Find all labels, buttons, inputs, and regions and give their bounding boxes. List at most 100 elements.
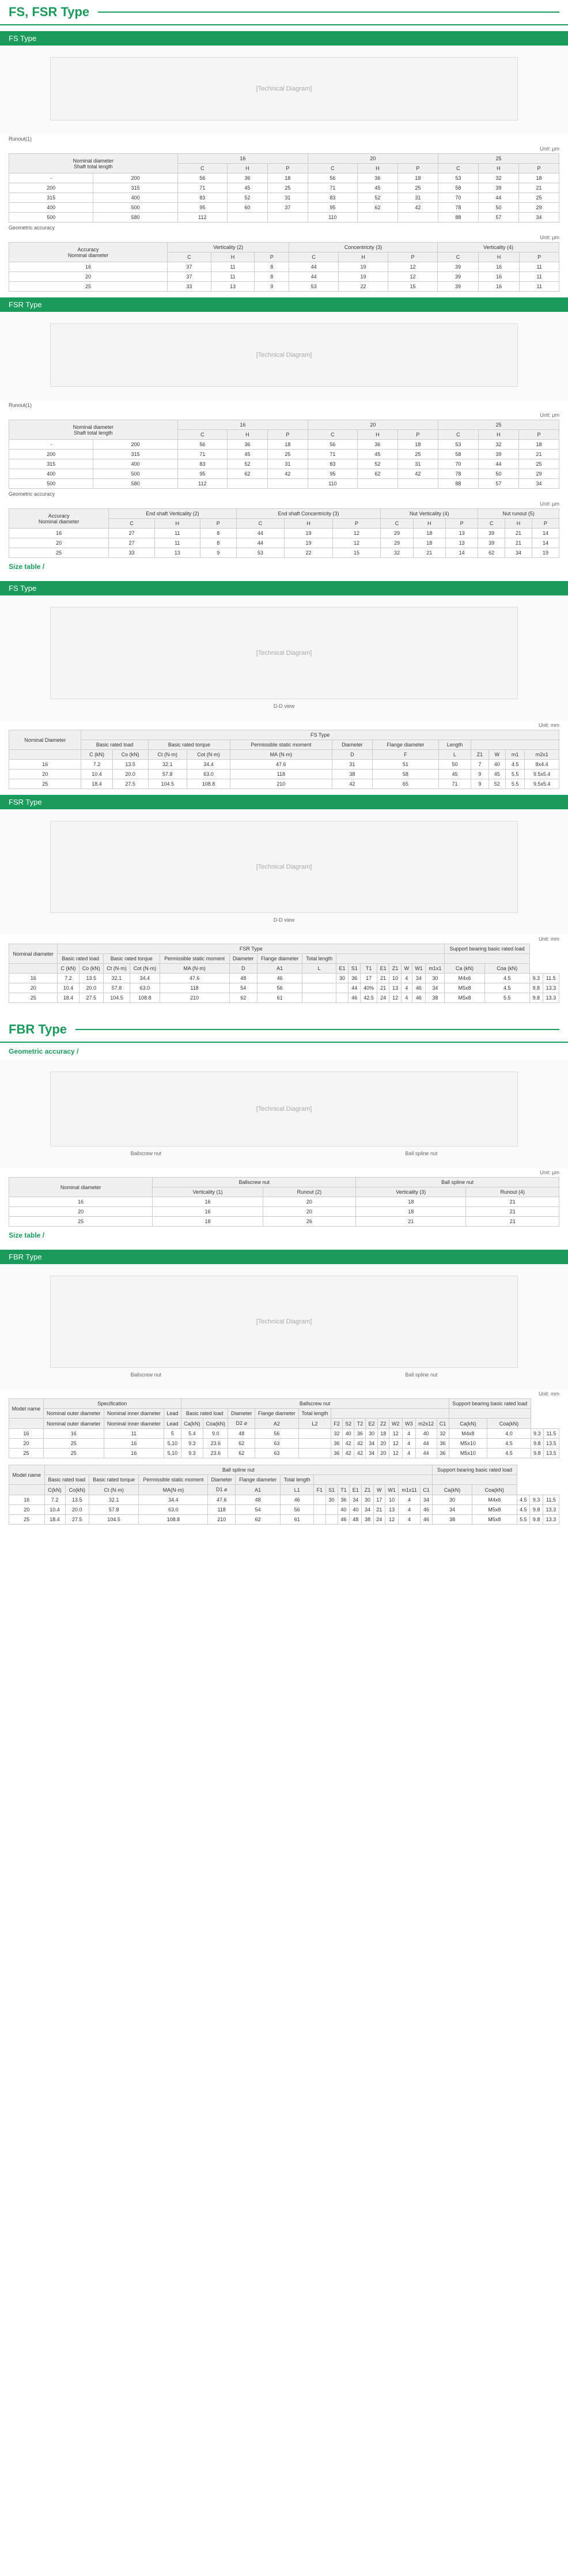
cell: 9.8 xyxy=(530,1515,543,1525)
cell: 20 xyxy=(263,1207,356,1217)
cell: 13.3 xyxy=(543,1505,559,1515)
cell: 25 xyxy=(9,548,109,558)
cell: 19 xyxy=(285,538,333,548)
th: Lead xyxy=(164,1419,181,1429)
cell: 34 xyxy=(366,1439,377,1449)
ballspline-label: Ball spline nut xyxy=(405,1151,437,1156)
cell: 24 xyxy=(377,993,389,1003)
th: Verticality (3) xyxy=(356,1187,466,1197)
cell: 104.5 xyxy=(103,993,130,1003)
cell: 58 xyxy=(373,770,439,779)
cell: 62 xyxy=(228,1439,255,1449)
cell: 37 xyxy=(168,262,211,272)
th: C xyxy=(177,164,227,174)
cell: 71 xyxy=(438,779,471,789)
cell: 16 xyxy=(479,282,520,292)
th: D xyxy=(229,964,257,974)
th: W2 xyxy=(389,1419,402,1429)
cell: 56 xyxy=(281,1505,314,1515)
cell: 44 xyxy=(236,538,285,548)
cell: 71 xyxy=(308,183,357,193)
cell: 52 xyxy=(489,779,505,789)
cell: 12 xyxy=(389,1449,402,1458)
cell: 83 xyxy=(177,459,227,469)
cell: 10.4 xyxy=(44,1505,65,1515)
cell: 21 xyxy=(377,974,389,983)
th: P xyxy=(255,252,289,262)
cell: 56 xyxy=(257,983,302,993)
cell: 5.5 xyxy=(505,779,524,789)
unit-um-1: Unit: μm xyxy=(0,144,568,153)
cell: 19 xyxy=(339,262,388,272)
th: Runout (4) xyxy=(466,1187,559,1197)
th: m2x1 xyxy=(525,750,559,760)
cell: 38 xyxy=(433,1515,472,1525)
cell: 45 xyxy=(357,450,397,459)
cell: 52 xyxy=(227,459,267,469)
cell: 61 xyxy=(281,1515,314,1525)
cell: 21 xyxy=(505,538,532,548)
th: F2 xyxy=(331,1419,343,1429)
cell: 58 xyxy=(438,183,478,193)
cell: 60 xyxy=(227,203,267,213)
cell: 44 xyxy=(478,459,518,469)
cell: 44 xyxy=(349,983,361,993)
th: Z1 xyxy=(362,1485,374,1495)
th: m1 xyxy=(505,750,524,760)
th: Ct (N·m) xyxy=(103,964,130,974)
th: Z1 xyxy=(389,964,402,974)
cell xyxy=(325,1515,338,1525)
th: C (kN) xyxy=(58,964,79,974)
th: Concentricity (3) xyxy=(289,243,438,252)
th: C (kN) xyxy=(81,750,112,760)
th: Basic rated torque xyxy=(148,740,230,750)
label-size-table-1: Size table xyxy=(0,558,568,575)
cell: 4.5 xyxy=(484,974,529,983)
cell: 25 xyxy=(267,450,308,459)
th: Ball spline nut xyxy=(44,1465,433,1475)
th: S2 xyxy=(342,1419,354,1429)
cell: 63.0 xyxy=(130,983,160,993)
th: Flange diameter xyxy=(373,740,439,750)
unit-mm-2: Unit: mm xyxy=(0,934,568,944)
cell: 38 xyxy=(362,1515,374,1525)
cell: 8 xyxy=(255,262,289,272)
cell: 31 xyxy=(397,193,438,203)
cell: 18 xyxy=(397,174,438,183)
cell: 12 xyxy=(389,1429,402,1439)
cell: 21 xyxy=(413,548,445,558)
th: Coa(kN) xyxy=(472,1485,517,1495)
fbr-geom-table: Nominal diameter Ballscrew nut Ball spli… xyxy=(9,1177,559,1227)
cell: 18 xyxy=(356,1207,466,1217)
th: E1 xyxy=(336,964,348,974)
cell xyxy=(397,479,438,489)
th: FS Type xyxy=(81,730,559,740)
cell: M5x8 xyxy=(445,983,484,993)
cell: 51 xyxy=(373,760,439,770)
cell: 46 xyxy=(349,993,361,1003)
cell: 46 xyxy=(412,983,426,993)
cell: 44 xyxy=(289,272,339,282)
th: Basic rated load xyxy=(81,740,148,750)
cell: 12 xyxy=(332,538,381,548)
cell: 9.8 xyxy=(531,1439,543,1449)
cell: 30 xyxy=(362,1495,374,1505)
cell: 20 xyxy=(9,272,168,282)
cell: 32 xyxy=(331,1429,343,1439)
cell: 4 xyxy=(402,1449,415,1458)
cell: 11 xyxy=(104,1429,164,1439)
cell: 32 xyxy=(478,440,518,450)
th: C(kN) xyxy=(44,1485,65,1495)
cell: 20 xyxy=(377,1439,389,1449)
cell: 13 xyxy=(211,282,255,292)
th: E1 xyxy=(350,1485,362,1495)
th: Nominal diameter xyxy=(9,1178,153,1197)
dd-view-label-2: D-D view xyxy=(9,917,559,923)
fbr-size-diagram: Ballscrew nut Ball spline nut xyxy=(0,1264,568,1389)
th: E1 xyxy=(377,964,389,974)
th: Nominal inner diameter xyxy=(104,1409,164,1419)
cell: 400 xyxy=(9,469,93,479)
cell: 315 xyxy=(93,450,177,459)
table-row: 1627118441912291813392114 xyxy=(9,529,559,538)
cell: 57.8 xyxy=(103,983,130,993)
